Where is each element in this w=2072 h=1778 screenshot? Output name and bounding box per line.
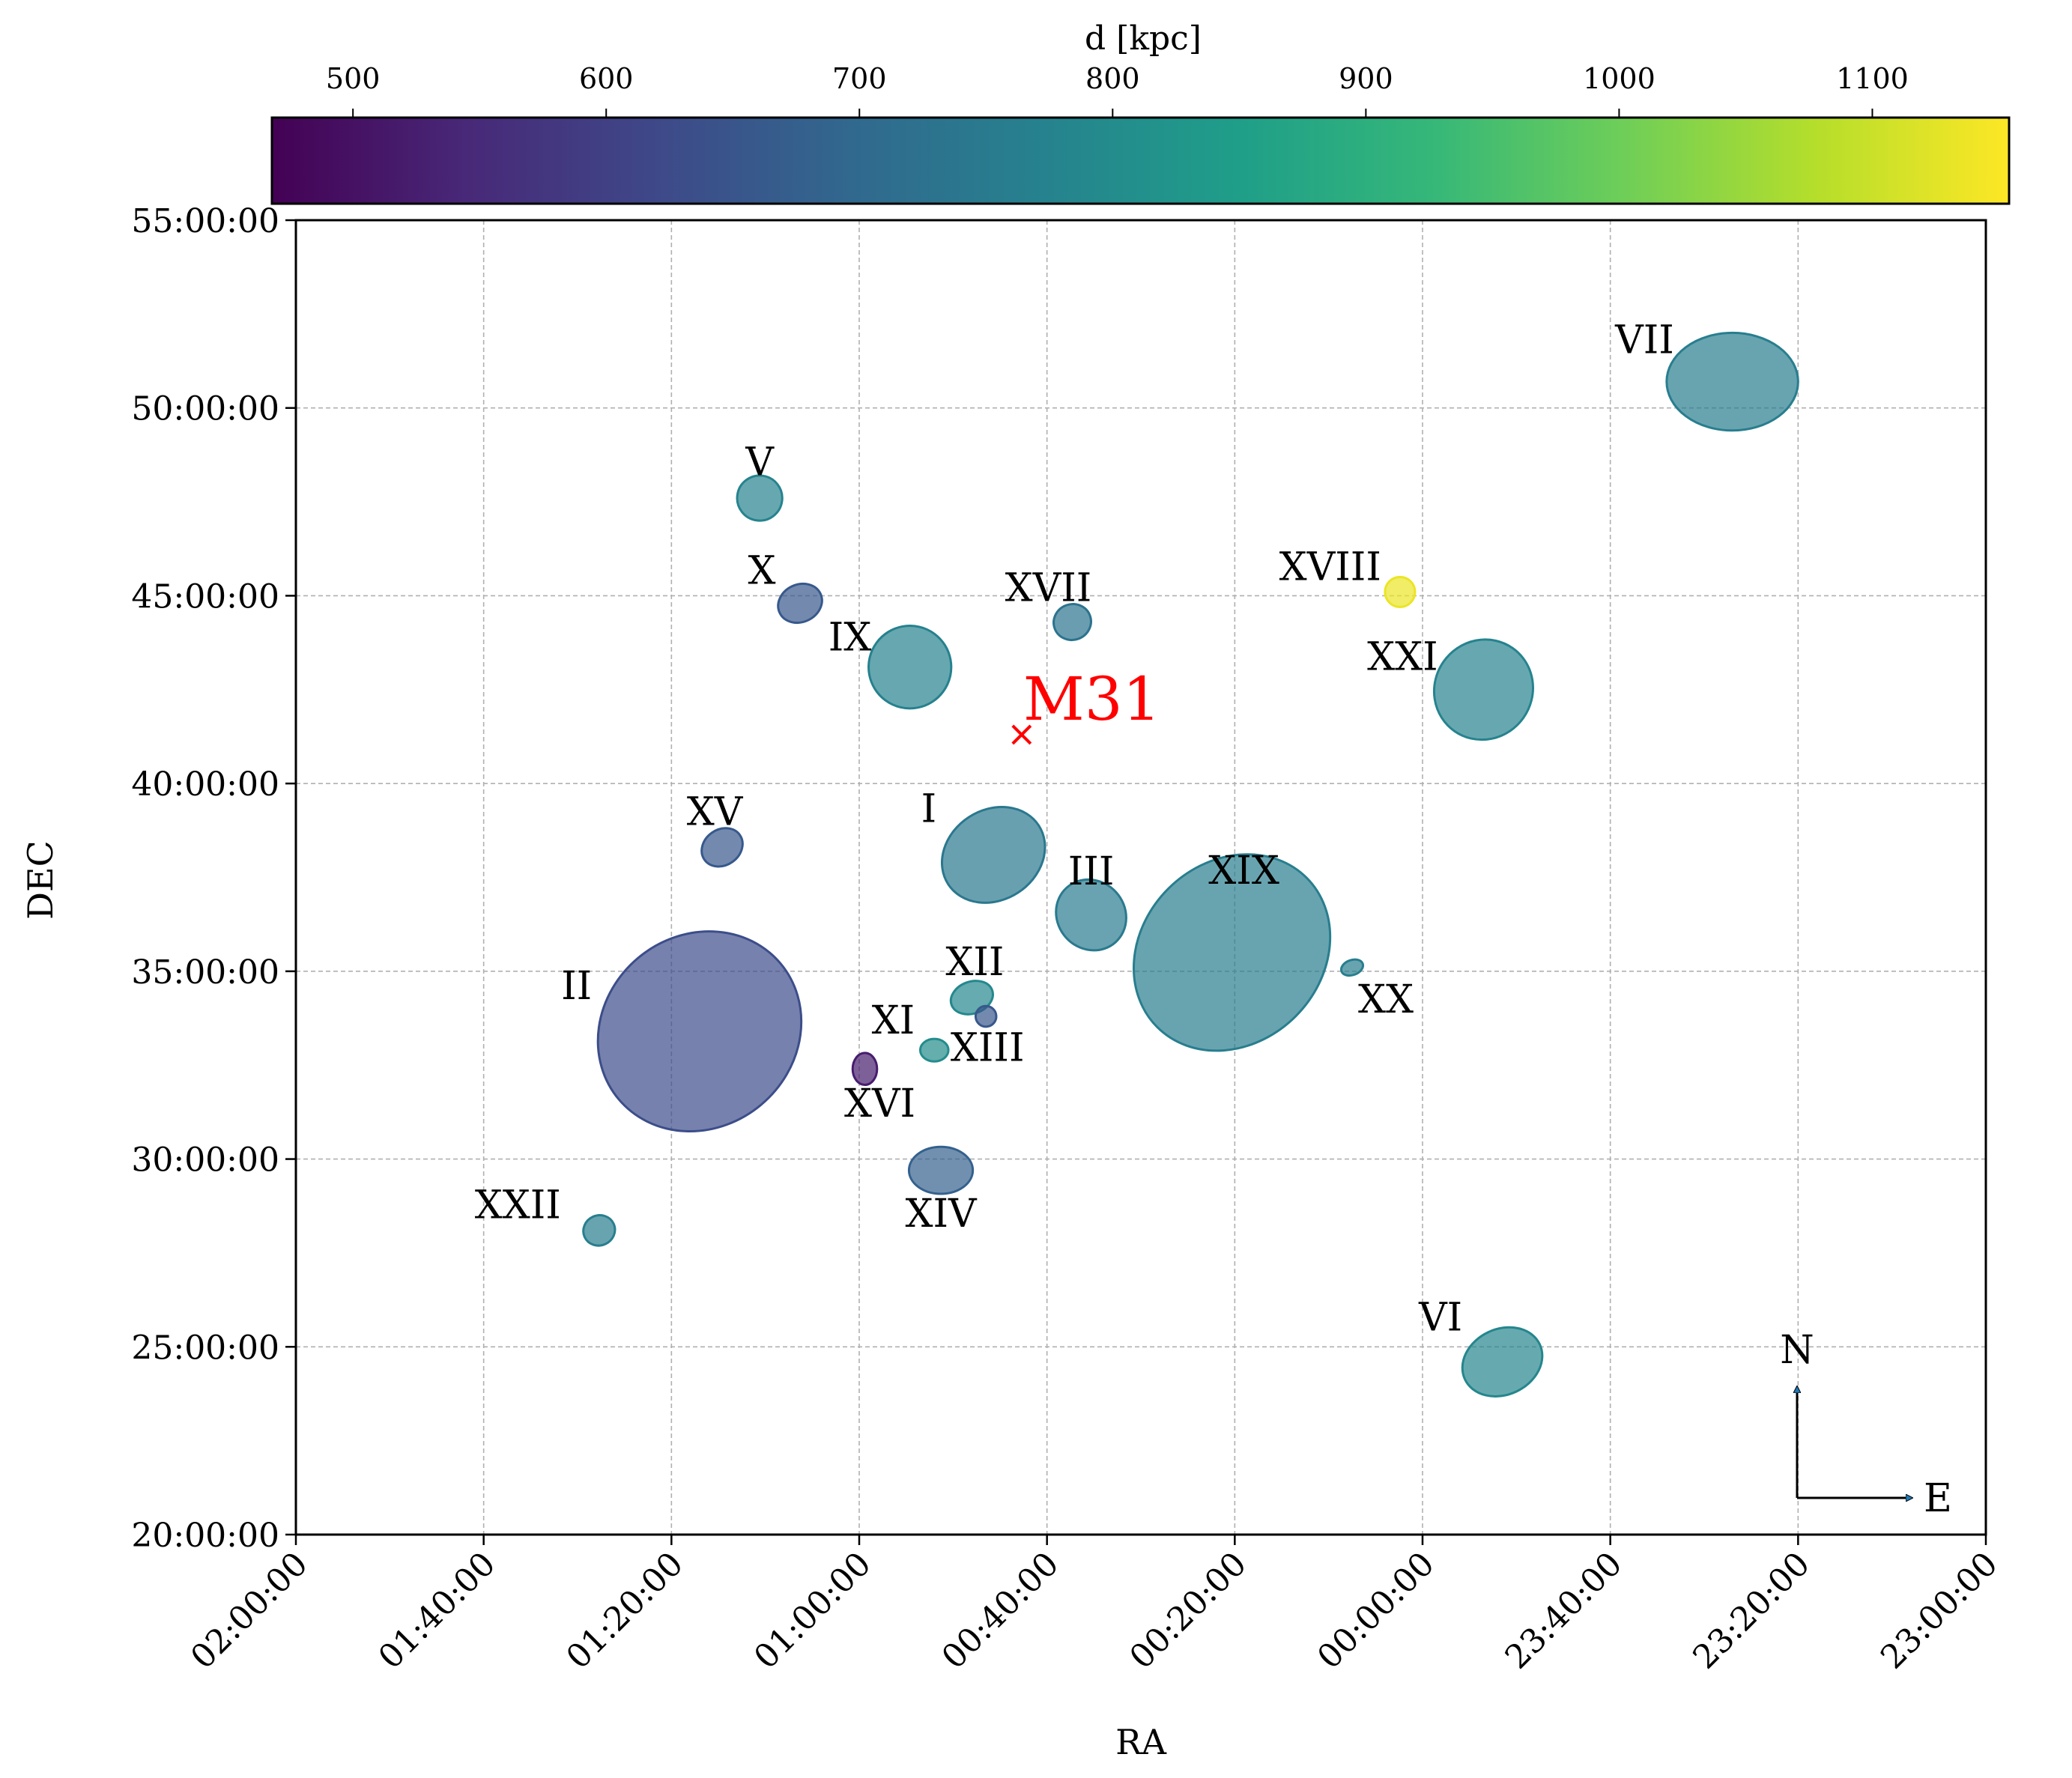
y-tick-label: 25:00:00: [131, 1329, 279, 1367]
galaxy-label: V: [745, 440, 775, 485]
galaxy-xiii: [974, 1004, 998, 1028]
x-tick-label: 00:00:00: [1310, 1545, 1442, 1677]
x-tick-label: 01:00:00: [747, 1545, 879, 1677]
galaxy-ellipse: [596, 930, 803, 1133]
y-tick-label: 55:00:00: [131, 202, 279, 240]
x-tick-label: 23:20:00: [1685, 1545, 1817, 1677]
galaxy-i: [940, 805, 1046, 904]
galaxy-ellipse: [1132, 853, 1332, 1052]
compass-east-label: E: [1924, 1476, 1952, 1521]
colorbar-tick-label: 700: [832, 62, 887, 95]
galaxy-vi: [1461, 1326, 1544, 1398]
galaxy-label: III: [1068, 849, 1115, 894]
galaxy-ellipse: [918, 1037, 950, 1063]
galaxy-ellipse: [1055, 878, 1127, 952]
galaxy-xv: [700, 827, 744, 868]
center-marker: [1011, 724, 1032, 745]
y-tick-label: 20:00:00: [131, 1517, 279, 1555]
y-tick-label: 40:00:00: [131, 765, 279, 804]
y-tick-label: 50:00:00: [131, 390, 279, 428]
galaxy-xxi: [1432, 638, 1534, 741]
galaxy-ellipse: [974, 1004, 998, 1028]
center-label: M31: [1023, 664, 1161, 734]
galaxy-label: XIV: [905, 1192, 978, 1237]
center-layer: M31: [1011, 664, 1161, 745]
x-tick-label: 23:40:00: [1498, 1545, 1630, 1677]
colorbar-tick-label: 1000: [1583, 62, 1656, 95]
galaxy-ellipse: [1339, 958, 1365, 977]
y-axis-label: DEC: [20, 840, 61, 920]
galaxy-ellipse: [940, 805, 1046, 904]
galaxy-label: XVI: [844, 1081, 915, 1126]
galaxy-ellipse: [867, 625, 953, 710]
x-axis-ticks: 02:00:00 01:40:00 01:20:00 01:00:00 00:40:00…: [184, 1535, 2005, 1677]
colorbar-tick-label: 500: [326, 62, 381, 95]
galaxy-label: XIII: [951, 1026, 1025, 1071]
colorbar-tick-label: 800: [1085, 62, 1140, 95]
galaxy-label: VI: [1418, 1295, 1462, 1340]
galaxy-ellipse: [1432, 638, 1534, 741]
galaxy-label: XVII: [1005, 566, 1092, 611]
galaxy-label: IX: [829, 616, 872, 661]
x-tick-label: 00:20:00: [1122, 1545, 1254, 1677]
galaxy-label: I: [921, 786, 937, 831]
x-tick-label: 02:00:00: [184, 1545, 315, 1677]
galaxy-xiv: [907, 1145, 975, 1195]
galaxy-label: XI: [872, 998, 915, 1043]
y-tick-label: 30:00:00: [131, 1141, 279, 1180]
x-tick-label: 01:20:00: [559, 1545, 691, 1677]
y-tick-label: 35:00:00: [131, 953, 279, 992]
galaxy-label: XVIII: [1279, 544, 1381, 589]
galaxy-ellipse: [907, 1145, 975, 1195]
y-tick-label: 45:00:00: [131, 577, 279, 616]
colorbar-tick-label: 600: [579, 62, 634, 95]
galaxy-xviii: [1384, 575, 1417, 608]
galaxy-label: XXII: [475, 1183, 561, 1228]
galaxy-xxii: [582, 1214, 617, 1247]
galaxy-x: [777, 582, 823, 624]
colorbar-tick-label: 1100: [1836, 62, 1909, 95]
galaxy-xix: [1132, 853, 1332, 1052]
galaxy-vii: [1665, 331, 1799, 432]
galaxy-xx: [1339, 958, 1365, 977]
galaxy-ellipse: [1384, 575, 1417, 608]
galaxy-ellipse: [1665, 331, 1799, 432]
x-axis-label: RA: [1115, 1722, 1167, 1762]
galaxy-ellipse: [851, 1052, 879, 1087]
colorbar-ticks: 500 600 700 800 900 1000 1100: [326, 62, 1909, 118]
galaxy-label: XIX: [1208, 849, 1279, 893]
galaxy-xvii: [1052, 603, 1092, 641]
galaxy-ellipse: [1461, 1326, 1544, 1398]
galaxy-label: X: [748, 548, 775, 593]
galaxy-label: XII: [945, 940, 1004, 985]
colorbar-tick-label: 900: [1339, 62, 1393, 95]
compass: N E: [1780, 1328, 1952, 1521]
galaxy-ellipse: [1052, 603, 1092, 641]
colorbar-label: d [kpc]: [1085, 19, 1202, 58]
galaxy-label: XXI: [1367, 635, 1438, 680]
plot-frame: [294, 219, 1987, 1536]
galaxy-ii: [596, 930, 803, 1133]
x-tick-label: 01:40:00: [372, 1545, 503, 1677]
galaxy-ellipse: [582, 1214, 617, 1247]
galaxy-label: XX: [1358, 977, 1414, 1022]
galaxy-ellipse: [736, 474, 784, 522]
galaxy-ellipse: [777, 582, 823, 624]
galaxy-xvi: [851, 1052, 879, 1087]
galaxy-ellipse: [700, 827, 744, 868]
galaxy-v: [736, 474, 784, 522]
galaxy-xi: [918, 1037, 950, 1063]
y-axis-ticks: 55:00:00 50:00:00 45:00:00 40:00:00 35:00:00…: [131, 202, 296, 1555]
galaxy-label: II: [561, 964, 592, 1009]
galaxy-ix: [867, 625, 953, 710]
colorbar: [270, 116, 2011, 205]
galaxy-label: VII: [1614, 318, 1674, 363]
x-tick-label: 23:00:00: [1873, 1545, 2005, 1677]
galaxy-label: XV: [687, 790, 744, 835]
x-tick-label: 00:40:00: [935, 1545, 1067, 1677]
compass-north-label: N: [1780, 1328, 1814, 1373]
galaxy-iii: [1055, 878, 1127, 952]
